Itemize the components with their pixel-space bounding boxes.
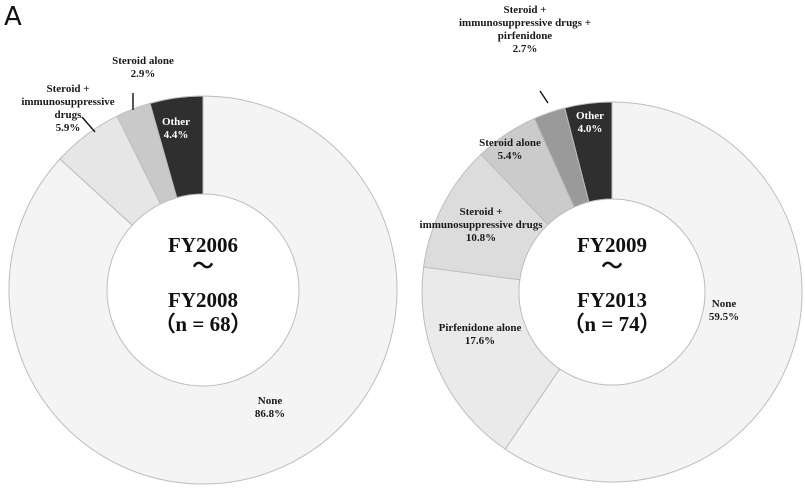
slice-label-steroid-alone: Steroid alone 5.4% [479, 137, 541, 162]
slice-label-steroid-immunosuppressive-drugs-pirfenidone: Steroid + immunosuppressive drugs + pirfen… [459, 4, 591, 55]
slice-none [504, 101, 803, 483]
center-text-line: FY2008 [168, 288, 238, 312]
slice-other [149, 95, 204, 199]
slice-other [564, 101, 613, 203]
slice-label-steroid-immunosuppressive-drugs: Steroid + immunosuppressive drugs 10.8% [420, 206, 544, 244]
slice-label-none: None 59.5% [709, 298, 739, 323]
leader-line [81, 116, 96, 133]
center-text-line: FY2009 [577, 233, 647, 257]
center-text-line: FY2006 [168, 233, 238, 257]
slice-pirfenidone-alone [421, 266, 561, 450]
center-text-line: ～ [602, 254, 623, 278]
slice-label-other: Other 4.0% [576, 110, 604, 135]
leader-line [539, 90, 549, 104]
slice-label-none: None 86.8% [255, 395, 285, 420]
panel-label: A [4, 2, 22, 32]
donut-chart-fy2006-2008: None 86.8% Steroid + immunosuppressive drugs… [8, 55, 398, 485]
donut-chart-fy2009-2013: None 59.5% Pirfenidone alone 17.6% Steroid +… [420, 4, 803, 483]
center-text-line: FY2013 [577, 288, 647, 312]
slice-label-other: Other 4.4% [162, 116, 190, 141]
center-text-line: （n = 68） [154, 312, 251, 336]
slice-label-steroid-immunosuppressive-drugs: Steroid + immunosuppressive drugs 5.9% [21, 83, 114, 134]
center-text-line: ～ [193, 254, 214, 278]
slice-label-pirfenidone-alone: Pirfenidone alone 17.6% [439, 322, 522, 347]
slice-none [8, 95, 398, 485]
center-text-line: （n = 74） [563, 312, 660, 336]
slice-label-steroid-alone: Steroid alone 2.9% [112, 55, 174, 80]
